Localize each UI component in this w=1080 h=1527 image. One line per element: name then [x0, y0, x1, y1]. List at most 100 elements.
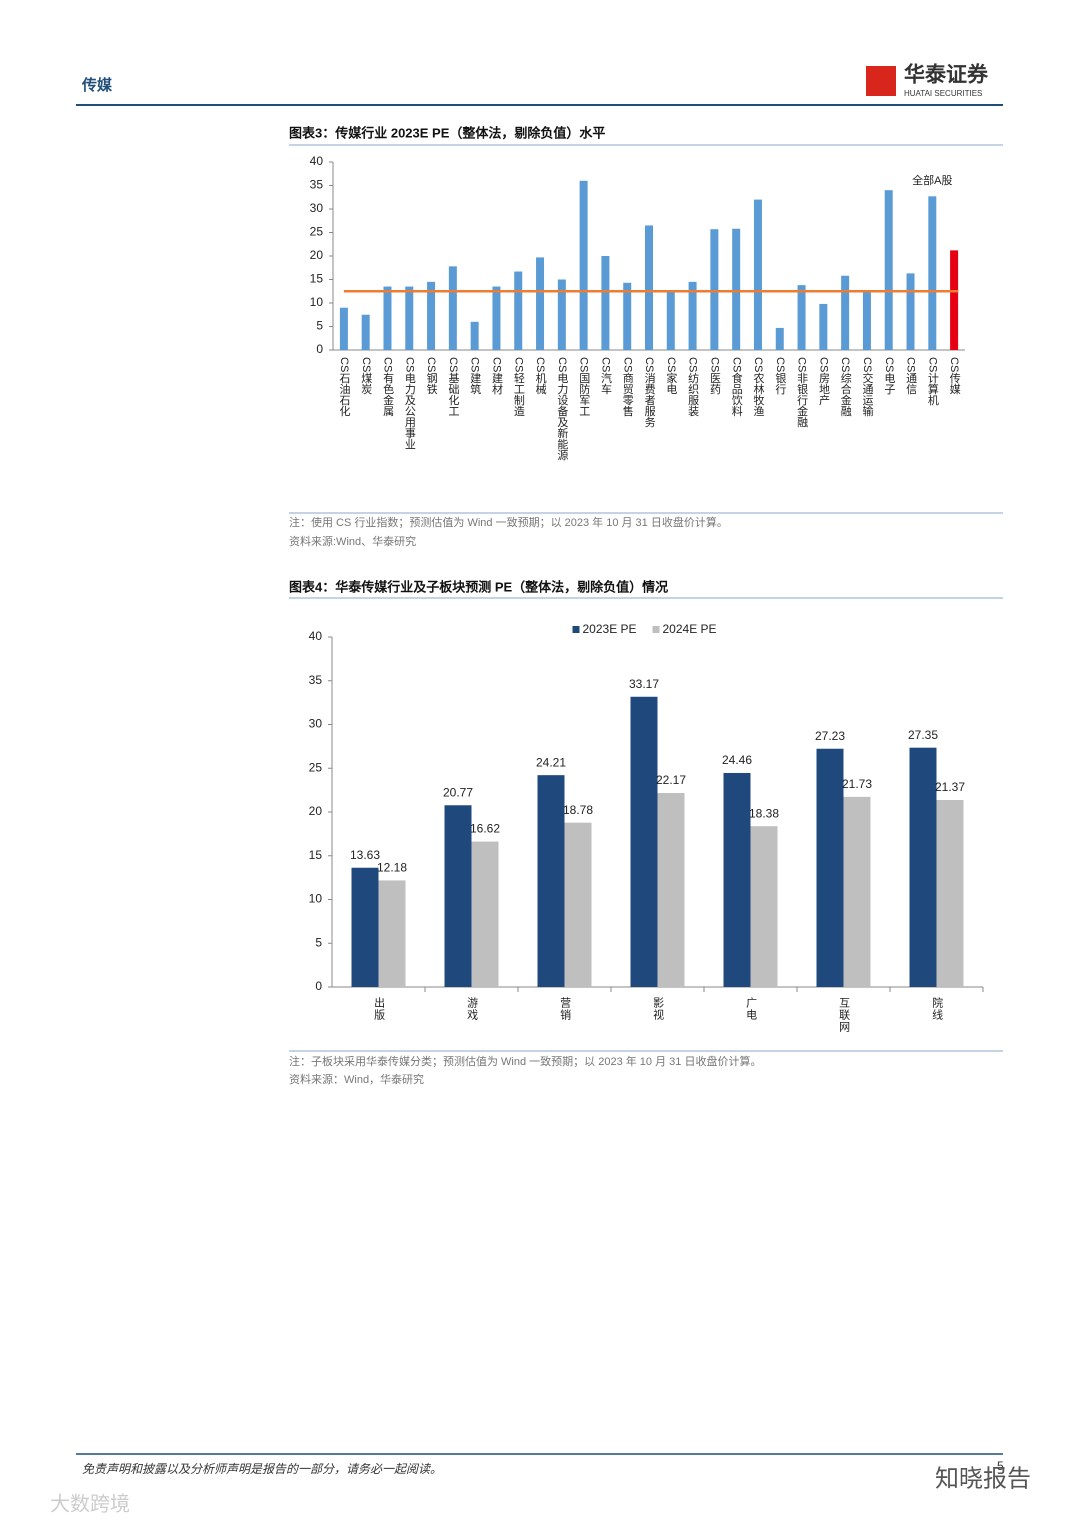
x-tick-label: CS有色金属: [382, 357, 395, 417]
y-tick-label: 20: [310, 248, 324, 262]
watermark: 知晓报告: [935, 1465, 1031, 1492]
x-tick-label: CS汽车: [600, 357, 613, 395]
x-tick-label: 互联网: [838, 997, 851, 1033]
x-tick-label: CS电力及公用事业: [403, 357, 416, 449]
x-tick-label: 营销: [559, 996, 572, 1021]
bar: [753, 199, 762, 350]
x-tick-label: CS交通运输: [861, 357, 874, 417]
bar: [657, 793, 685, 987]
y-tick-label: 25: [310, 225, 324, 239]
x-tick-label: CS医药: [708, 357, 721, 395]
legend-label: 2023E PE: [583, 622, 637, 636]
x-tick-label: CS银行: [774, 357, 787, 395]
x-tick-label: 院线: [931, 996, 944, 1021]
bar: [361, 314, 370, 350]
x-tick-label: CS消费者服务: [643, 357, 656, 427]
x-tick-label: CS钢铁: [425, 357, 438, 394]
bar: [564, 822, 592, 987]
bar: [427, 281, 436, 350]
x-tick-label: CS非银行金融: [796, 357, 809, 428]
bar: [405, 286, 414, 350]
bar: [579, 180, 588, 350]
bar: [936, 800, 964, 987]
bar: [862, 292, 871, 350]
bar: [928, 196, 937, 350]
data-label: 24.46: [722, 753, 752, 767]
bar: [666, 292, 675, 350]
logo-mark: [866, 66, 896, 96]
bar: [797, 285, 806, 350]
data-label: 33.17: [629, 677, 659, 691]
bar: [645, 225, 653, 350]
y-tick-label: 30: [309, 717, 323, 731]
x-tick-label: CS国防军工: [578, 357, 591, 416]
x-tick-label: CS建材: [491, 357, 504, 394]
bar: [750, 826, 778, 987]
bar: [950, 250, 959, 350]
x-tick-label: CS家电: [665, 357, 678, 394]
bar: [557, 279, 566, 350]
legend-swatch: [652, 626, 660, 633]
bar: [339, 307, 348, 350]
x-tick-label: CS轻工制造: [512, 357, 525, 416]
bar: [351, 867, 379, 987]
bar: [537, 775, 565, 987]
x-tick-label: 游戏: [466, 997, 479, 1021]
data-label: 24.21: [536, 755, 566, 769]
x-tick-label: CS石油石化: [338, 357, 351, 417]
brand: 华泰证券: [904, 63, 989, 87]
source: 资料来源:Wind、华泰研究: [289, 534, 416, 548]
bar: [448, 266, 457, 350]
data-label: 21.37: [935, 780, 965, 794]
x-tick-label: CS综合金融: [839, 357, 852, 417]
data-label: 21.73: [842, 777, 872, 791]
bar: [841, 275, 850, 350]
bar: [710, 229, 719, 350]
y-tick-label: 25: [309, 760, 323, 774]
x-tick-label: CS食品饮料: [730, 357, 743, 417]
x-tick-label: CS电子: [883, 357, 896, 394]
y-tick-label: 35: [310, 178, 324, 192]
x-tick-label: CS电力设备及新能源: [556, 357, 569, 461]
data-label: 13.63: [350, 848, 380, 862]
watermark: 大数跨境: [50, 1492, 130, 1515]
y-tick-label: 5: [315, 935, 322, 949]
bar: [383, 286, 392, 350]
y-tick-label: 30: [310, 201, 324, 215]
data-label: 16.62: [470, 822, 500, 836]
data-label: 12.18: [377, 861, 407, 875]
bar: [819, 303, 828, 350]
fig-title: 图表4：华泰传媒行业及子板块预测 PE（整体法，剔除负值）情况: [289, 579, 668, 594]
page-number: 5: [997, 1459, 1004, 1473]
x-tick-label: CS商贸零售: [621, 357, 634, 417]
bar: [471, 841, 499, 987]
bar: [732, 228, 741, 350]
y-tick-label: 0: [315, 979, 322, 993]
fig-title: 图表3：传媒行业 2023E PE（整体法，剔除负值）水平: [289, 125, 605, 140]
x-tick-label: CS纺织服装: [687, 357, 700, 417]
bar: [909, 747, 937, 987]
data-label: 22.17: [656, 773, 686, 787]
y-tick-label: 40: [310, 154, 324, 168]
data-label: 20.77: [443, 785, 473, 799]
note: 注：使用 CS 行业指数；预测估值为 Wind 一致预期；以 2023 年 10…: [289, 515, 728, 529]
annotation: 全部A股: [912, 173, 952, 187]
legend-swatch: [572, 626, 580, 633]
bar: [536, 257, 545, 350]
bar: [470, 321, 479, 350]
brand-en: HUATAI SECURITIES: [904, 89, 982, 98]
bar: [623, 282, 632, 350]
x-tick-label: CS房地产: [817, 357, 830, 406]
bar: [378, 880, 406, 987]
source: 资料来源：Wind，华泰研究: [289, 1072, 424, 1086]
bar: [492, 286, 501, 350]
x-tick-label: CS煤炭: [360, 357, 373, 395]
x-tick-label: CS建筑: [469, 357, 482, 394]
bar: [884, 190, 893, 350]
x-tick-label: 广电: [745, 997, 758, 1021]
bar: [514, 271, 523, 350]
x-tick-label: CS传媒: [948, 357, 961, 395]
bar: [688, 281, 697, 350]
x-tick-label: 影视: [652, 997, 665, 1021]
